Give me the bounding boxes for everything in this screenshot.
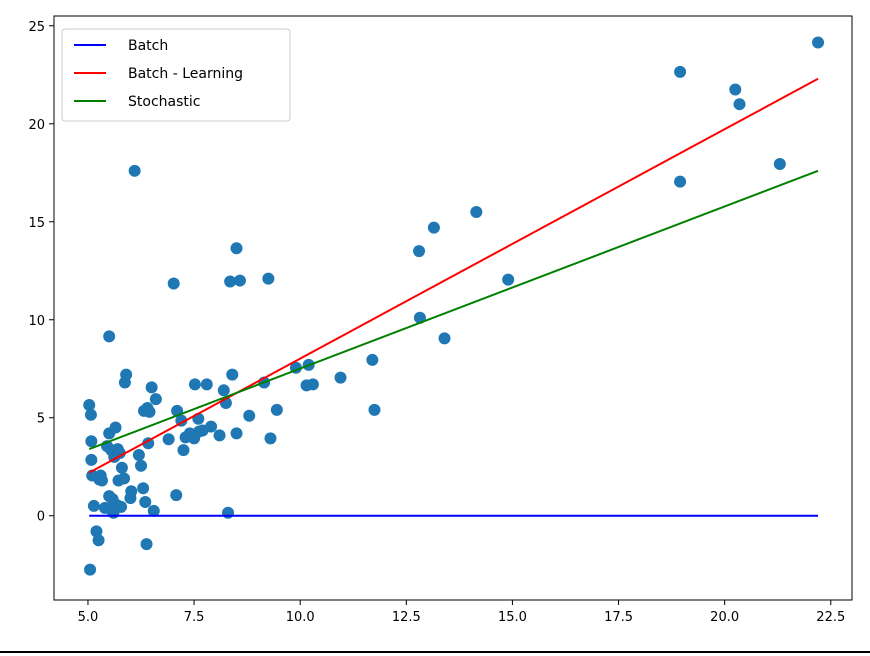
scatter-point	[149, 393, 162, 406]
scatter-point	[213, 429, 226, 442]
legend-label-stochastic: Stochastic	[128, 94, 200, 110]
x-tick-label: 15.0	[498, 610, 527, 625]
scatter-point	[167, 277, 180, 290]
scatter-point	[147, 504, 160, 517]
scatter-point	[270, 403, 283, 416]
scatter-point	[674, 65, 687, 78]
y-tick-label: 10	[28, 314, 45, 329]
x-tick-label: 17.5	[604, 610, 633, 625]
scatter-point	[103, 330, 116, 343]
scatter-point	[224, 275, 237, 288]
scatter-point	[143, 405, 156, 418]
scatter-point	[438, 332, 451, 345]
scatter-point	[366, 353, 379, 366]
scatter-point	[427, 221, 440, 234]
scatter-point	[84, 563, 97, 576]
scatter-point	[132, 448, 145, 461]
scatter-point	[470, 205, 483, 218]
scatter-point	[264, 432, 277, 445]
scatter-point	[85, 435, 98, 448]
x-tick-label: 5.0	[78, 610, 99, 625]
scatter-point	[115, 500, 128, 513]
scatter-point	[92, 534, 105, 547]
scatter-point	[115, 461, 128, 474]
axis-ticks: 5.0 7.5 10.0 12.5 15.0 17.5 20.0 22.5 0 5 10 15 20 25	[28, 20, 845, 625]
scatter-point	[109, 421, 122, 434]
scatter-point	[502, 273, 515, 286]
scatter-point	[306, 378, 319, 391]
x-tick-label: 10.0	[286, 610, 315, 625]
scatter-point	[128, 164, 141, 177]
scatter-point	[170, 489, 183, 502]
scatter-point	[87, 499, 100, 512]
x-tick-label: 22.5	[816, 610, 845, 625]
scatter-point	[140, 538, 153, 551]
scatter-point	[733, 98, 746, 111]
scatter-point	[120, 368, 133, 381]
series-lines	[88, 77, 819, 517]
x-tick-label: 20.0	[710, 610, 739, 625]
scatter-point	[139, 496, 152, 509]
scatter-point	[812, 36, 825, 49]
scatter-point	[222, 506, 235, 519]
scatter-point	[162, 433, 175, 446]
scatter-point	[200, 378, 213, 391]
scatter-point	[230, 242, 243, 255]
x-tick-label: 7.5	[184, 610, 205, 625]
scatter-point	[113, 447, 126, 460]
scatter-point	[674, 175, 687, 188]
y-tick-label: 0	[37, 510, 45, 525]
scatter-point	[118, 472, 131, 485]
scatter-point	[84, 408, 97, 421]
scatter-point	[217, 384, 230, 397]
bottom-rule	[0, 651, 870, 653]
scatter-point	[188, 378, 201, 391]
y-tick-label: 20	[28, 118, 45, 133]
scatter-point	[230, 427, 243, 440]
scatter-point	[177, 444, 190, 457]
legend-label-batch: Batch	[128, 38, 168, 54]
y-tick-label: 5	[37, 412, 45, 427]
scatter-point	[233, 274, 246, 287]
series-line-batch-learning	[88, 77, 819, 474]
scatter-point	[262, 272, 275, 285]
legend-label-batch-learning: Batch - Learning	[128, 66, 243, 82]
y-tick-label: 25	[28, 20, 45, 35]
scatter-point	[145, 381, 158, 394]
scatter-point	[226, 368, 239, 381]
scatter-point	[137, 482, 150, 495]
scatter-point	[334, 371, 347, 384]
scatter-point	[729, 83, 742, 96]
legend: Batch Batch - Learning Stochastic	[61, 28, 291, 122]
series-line-stochastic	[88, 169, 819, 451]
scatter-point	[368, 403, 381, 416]
scatter-point	[85, 453, 98, 466]
x-tick-label: 12.5	[392, 610, 421, 625]
scatter-point	[243, 409, 256, 422]
scatter-point	[205, 420, 218, 433]
y-tick-label: 15	[28, 216, 45, 231]
scatter-point	[135, 459, 148, 472]
scatter-point	[773, 157, 786, 170]
scatter-point	[83, 399, 96, 412]
scatter-point	[413, 245, 426, 258]
scatter-point	[125, 485, 138, 498]
legend-box	[61, 28, 291, 122]
scatter-point	[95, 474, 108, 487]
